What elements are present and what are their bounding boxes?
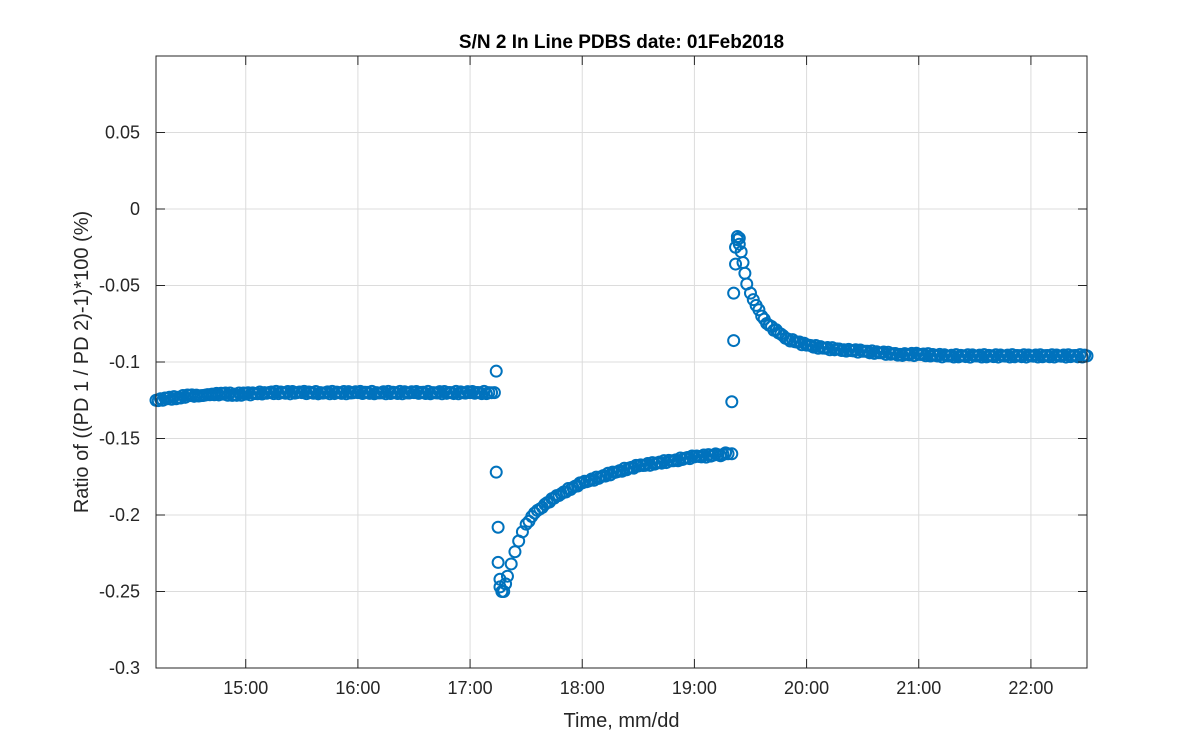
y-tick-label: -0.15: [99, 429, 140, 449]
x-tick-label: 17:00: [448, 678, 493, 698]
x-tick-label: 15:00: [223, 678, 268, 698]
data-point: [165, 392, 179, 406]
data-point: [491, 555, 505, 569]
data-point: [504, 557, 518, 571]
data-point: [499, 577, 513, 591]
data-point: [489, 364, 503, 378]
data-point: [730, 230, 744, 244]
data-point: [1071, 350, 1085, 364]
data-point: [732, 237, 746, 251]
chart-title: S/N 2 In Line PDBS date: 01Feb2018: [459, 32, 784, 53]
data-point: [475, 387, 489, 401]
data-point: [721, 447, 735, 461]
data-point: [727, 286, 741, 300]
y-tick-label: -0.2: [109, 505, 140, 525]
x-tick-label: 19:00: [672, 678, 717, 698]
x-tick-label: 21:00: [896, 678, 941, 698]
y-tick-labels: 0.05 0 -0.05 -0.1 -0.15 -0.2 -0.25 -0.3: [99, 123, 140, 679]
x-tick-label: 20:00: [784, 678, 829, 698]
grid: [156, 56, 1087, 669]
data-point: [497, 585, 511, 598]
data-point: [500, 569, 514, 583]
data-point: [1073, 348, 1087, 362]
data-point: [743, 286, 757, 300]
x-axis-label: Time, mm/dd: [564, 710, 680, 732]
x-tick-label: 22:00: [1008, 678, 1053, 698]
y-tick-label: 0: [130, 199, 140, 219]
data-point: [725, 447, 739, 461]
data-point: [638, 458, 652, 472]
data-point: [725, 395, 739, 409]
y-tick-label: 0.05: [105, 123, 140, 143]
data-points: [149, 230, 1094, 598]
data-point: [727, 334, 741, 348]
data-point: [729, 257, 743, 271]
data-point: [151, 394, 165, 408]
data-point: [487, 386, 501, 400]
x-tick-label: 16:00: [335, 678, 380, 698]
y-tick-label: -0.05: [99, 276, 140, 296]
ticks: [156, 56, 1087, 669]
y-tick-label: -0.25: [99, 582, 140, 602]
y-tick-label: -0.1: [109, 352, 140, 372]
data-point: [489, 465, 503, 479]
data-point: [491, 520, 505, 534]
data-point: [174, 391, 188, 405]
y-axis-label: Ratio of ((PD 1 / PD 2)-1)*100 (%): [71, 211, 93, 513]
data-point: [732, 231, 746, 245]
data-point: [752, 303, 766, 317]
x-tick-labels: 15:00 16:00 17:00 18:00 19:00 20:00 21:00 22:00: [223, 678, 1053, 698]
y-tick-label: -0.3: [109, 658, 140, 678]
x-tick-label: 18:00: [560, 678, 605, 698]
data-point: [515, 525, 529, 539]
